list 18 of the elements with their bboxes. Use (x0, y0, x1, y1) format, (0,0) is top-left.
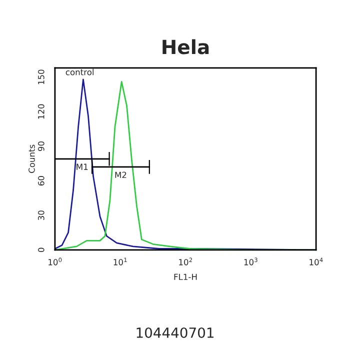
series-label: M1 (76, 164, 88, 170)
x-tick-label: 10$^{0}$ (48, 258, 62, 266)
y-tick-label: 0 (38, 248, 44, 252)
y-axis-title: Counts (28, 144, 35, 173)
y-tick-label: 30 (38, 210, 44, 220)
x-tick-label: 10$^{4}$ (310, 258, 323, 266)
x-tick-label: 10$^{2}$ (179, 258, 192, 266)
y-tick-label: 60 (38, 176, 44, 186)
x-axis-title: FL1-H (174, 274, 197, 280)
series-label: M2 (115, 172, 126, 178)
chart-title: Hela (162, 39, 209, 54)
y-tick-label: 150 (38, 70, 44, 84)
y-tick-label: 90 (38, 141, 44, 152)
x-tick-label: 10$^{1}$ (114, 258, 127, 266)
annotation: control (66, 68, 94, 76)
text: 104440701 (136, 327, 214, 338)
y-tick-label: 120 (38, 104, 44, 119)
x-tick-label: 10$^{3}$ (244, 258, 258, 266)
